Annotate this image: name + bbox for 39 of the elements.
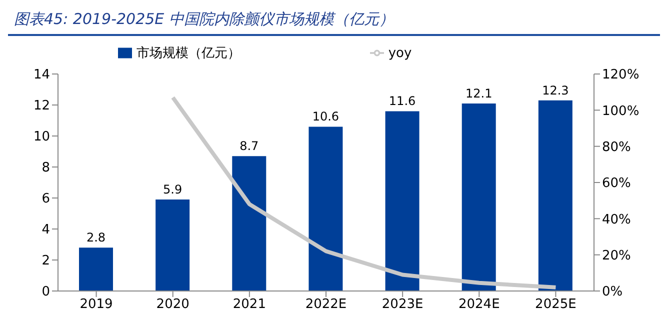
legend-label: 市场规模（亿元） (136, 46, 240, 61)
data-label: 12.3 (542, 83, 569, 98)
data-label: 8.7 (240, 139, 259, 154)
y-tick-label: 2 (42, 254, 50, 269)
bar (79, 248, 113, 291)
y-tick-label: 12 (33, 98, 50, 114)
x-tick-label: 2022E (305, 297, 347, 312)
data-label: 10.6 (312, 110, 340, 124)
y2-tick-label: 0% (602, 284, 623, 300)
y2-tick-label: 40% (602, 212, 631, 228)
y-tick-label: 14 (33, 68, 50, 83)
y2-tick-label: 80% (602, 140, 631, 155)
y-tick-label: 8 (42, 160, 50, 176)
data-label: 12.1 (466, 86, 492, 100)
chart-title: 图表45: 2019-2025E 中国院内除颤仪市场规模（亿元） (13, 9, 395, 30)
data-label: 11.6 (388, 94, 416, 108)
bar (538, 100, 572, 291)
y-tick-label: 0 (42, 284, 50, 300)
y2-tick-label: 100% (602, 104, 640, 119)
bar (232, 156, 266, 291)
y2-tick-label: 120% (602, 68, 640, 83)
x-tick-label: 2019 (80, 297, 113, 312)
bar (156, 200, 190, 291)
data-label: 2.8 (86, 230, 106, 245)
x-tick-label: 2021 (232, 297, 266, 312)
data-label: 5.9 (163, 182, 182, 197)
y-tick-label: 6 (42, 192, 50, 207)
y2-tick-label: 60% (602, 176, 631, 192)
bar (462, 103, 496, 291)
x-tick-label: 2023E (382, 297, 424, 312)
x-tick-label: 2024E (458, 297, 500, 312)
x-tick-label: 2020 (156, 297, 190, 312)
y-tick-label: 10 (33, 130, 50, 145)
y2-tick-label: 20% (602, 248, 631, 264)
y-tick-label: 4 (42, 222, 50, 238)
legend-label: yoy (388, 46, 412, 61)
bar (385, 111, 420, 291)
x-tick-label: 2025E (535, 297, 576, 312)
bar (308, 126, 343, 291)
